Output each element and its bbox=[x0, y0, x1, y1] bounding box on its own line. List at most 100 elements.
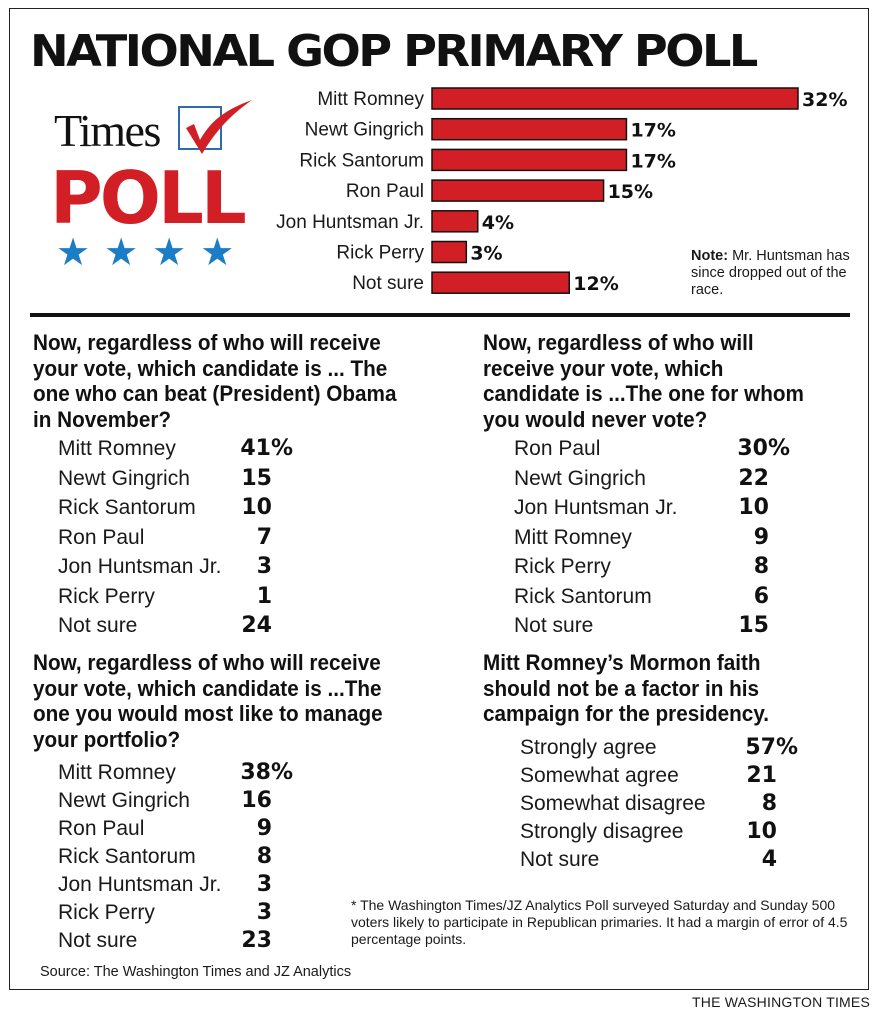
row-label: Not sure bbox=[58, 929, 138, 952]
bar-label: Newt Gingrich bbox=[305, 120, 424, 141]
row-value: 3 bbox=[256, 872, 272, 897]
row-value: 8 bbox=[753, 554, 769, 579]
publisher-credit: THE WASHINGTON TIMES bbox=[692, 994, 870, 1010]
result-row: Newt Gingrich 15 bbox=[58, 465, 293, 497]
row-label: Ron Paul bbox=[58, 817, 145, 840]
row-label: Not sure bbox=[514, 614, 594, 637]
row-label: Jon Huntsman Jr. bbox=[58, 555, 222, 578]
results-portfolio: Mitt Romney 38% Newt Gingrich 16 Ron Paul 9… bbox=[58, 760, 293, 957]
result-row: Jon Huntsman Jr. 3 bbox=[58, 872, 293, 901]
row-value: 4 bbox=[761, 847, 777, 872]
result-row: Strongly agree 57% bbox=[520, 735, 798, 764]
row-label: Strongly agree bbox=[520, 736, 657, 759]
row-label: Mitt Romney bbox=[58, 761, 176, 784]
row-value: 1 bbox=[256, 583, 272, 609]
row-label: Rick Perry bbox=[58, 584, 155, 608]
row-label: Ron Paul bbox=[58, 525, 145, 549]
result-row: Not sure 23 bbox=[58, 928, 293, 957]
result-row: Rick Perry 3 bbox=[58, 900, 293, 929]
question-mormon-faith: Mitt Romney’s Mormon faith should not be… bbox=[483, 650, 770, 726]
result-row: Ron Paul 7 bbox=[58, 524, 293, 556]
row-label: Newt Gingrich bbox=[58, 466, 190, 490]
row-value: 9 bbox=[753, 524, 769, 550]
result-row: Somewhat disagree 8 bbox=[520, 791, 798, 820]
chart-note: Note: Mr. Huntsman has since dropped out… bbox=[691, 248, 861, 299]
results-beat-obama: Mitt Romney 41% Newt Gingrich 15 Rick Sant… bbox=[58, 436, 293, 644]
row-value: 8 bbox=[256, 844, 272, 869]
row-label: Ron Paul bbox=[514, 437, 601, 460]
bar bbox=[431, 117, 628, 141]
question-never-vote: Now, regardless of who will receive your… bbox=[483, 330, 804, 432]
note-text: Mr. Huntsman has since dropped out of th… bbox=[691, 248, 850, 298]
bar bbox=[431, 240, 468, 264]
row-label: Not sure bbox=[58, 614, 138, 637]
row-label: Somewhat agree bbox=[520, 764, 679, 787]
bar-label: Rick Perry bbox=[336, 243, 424, 264]
row-value: 10 bbox=[738, 495, 769, 520]
bar-label: Ron Paul bbox=[346, 181, 424, 202]
result-row: Strongly disagree 10 bbox=[520, 819, 798, 848]
bar-value-label: 15% bbox=[608, 181, 653, 203]
row-label: Mitt Romney bbox=[514, 525, 632, 549]
row-value: 10 bbox=[241, 495, 272, 520]
row-value: 16 bbox=[241, 788, 272, 813]
row-label: Rick Santorum bbox=[58, 496, 196, 519]
bar-value-label: 4% bbox=[482, 212, 514, 234]
row-label: Newt Gingrich bbox=[514, 466, 646, 490]
logo-word: POLL bbox=[50, 156, 247, 240]
bar bbox=[431, 179, 605, 202]
row-value: 9 bbox=[256, 816, 272, 841]
graphic-frame bbox=[9, 8, 869, 990]
result-row: Not sure 15 bbox=[514, 613, 790, 644]
result-row: Rick Santorum 10 bbox=[58, 495, 293, 526]
section-divider bbox=[30, 313, 850, 317]
row-value: 15 bbox=[241, 465, 272, 491]
row-value: 3 bbox=[256, 900, 272, 925]
row-label: Strongly disagree bbox=[520, 820, 684, 843]
bar-value-label: 32% bbox=[802, 89, 847, 111]
bar bbox=[431, 271, 570, 294]
bar bbox=[431, 210, 479, 233]
result-row: Somewhat agree 21 bbox=[520, 763, 798, 792]
result-row: Newt Gingrich 22 bbox=[514, 466, 790, 497]
result-row: Ron Paul 9 bbox=[58, 816, 293, 845]
result-row: Ron Paul 30% bbox=[514, 436, 790, 467]
question-portfolio: Now, regardless of who will receive your… bbox=[33, 650, 383, 752]
result-row: Jon Huntsman Jr. 10 bbox=[514, 495, 790, 526]
star-icon: ★★★★ bbox=[56, 232, 249, 274]
row-value: 57% bbox=[745, 735, 798, 760]
page-title: NATIONAL GOP PRIMARY POLL bbox=[30, 26, 758, 77]
row-value: 41% bbox=[240, 436, 293, 461]
row-value: 30% bbox=[737, 436, 790, 461]
row-value: 21 bbox=[746, 763, 777, 788]
times-poll-logo: Times POLL ★★★★ bbox=[50, 98, 260, 278]
row-value: 38% bbox=[240, 760, 293, 785]
results-mormon-faith: Strongly agree 57% Somewhat agree 21 Somew… bbox=[520, 735, 798, 876]
bar bbox=[431, 148, 628, 172]
bar-value-label: 3% bbox=[470, 243, 502, 265]
bar-label: Rick Santorum bbox=[299, 150, 424, 171]
row-label: Rick Santorum bbox=[514, 584, 652, 608]
result-row: Mitt Romney 41% bbox=[58, 436, 293, 467]
question-beat-obama: Now, regardless of who will receive your… bbox=[33, 330, 397, 432]
result-row: Mitt Romney 9 bbox=[514, 524, 790, 556]
result-row: Rick Perry 1 bbox=[58, 583, 293, 615]
bar-value-label: 12% bbox=[573, 273, 618, 295]
bar bbox=[431, 87, 799, 110]
row-value: 7 bbox=[256, 524, 272, 550]
bar-label: Jon Huntsman Jr. bbox=[276, 212, 424, 233]
source-line: Source: The Washington Times and JZ Anal… bbox=[40, 964, 352, 980]
row-value: 15 bbox=[738, 613, 769, 638]
result-row: Newt Gingrich 16 bbox=[58, 788, 293, 817]
row-label: Somewhat disagree bbox=[520, 792, 706, 815]
methodology-footnote: * The Washington Times/JZ Analytics Poll… bbox=[351, 897, 848, 947]
checkmark-icon bbox=[186, 100, 252, 154]
row-label: Not sure bbox=[520, 848, 600, 871]
bar-value-label: 17% bbox=[630, 120, 675, 142]
note-label: Note: bbox=[691, 248, 729, 264]
result-row: Mitt Romney 38% bbox=[58, 760, 293, 789]
bar-label: Not sure bbox=[352, 273, 424, 294]
row-label: Rick Perry bbox=[514, 555, 611, 578]
row-label: Rick Perry bbox=[58, 901, 155, 924]
result-row: Rick Santorum 6 bbox=[514, 584, 790, 615]
